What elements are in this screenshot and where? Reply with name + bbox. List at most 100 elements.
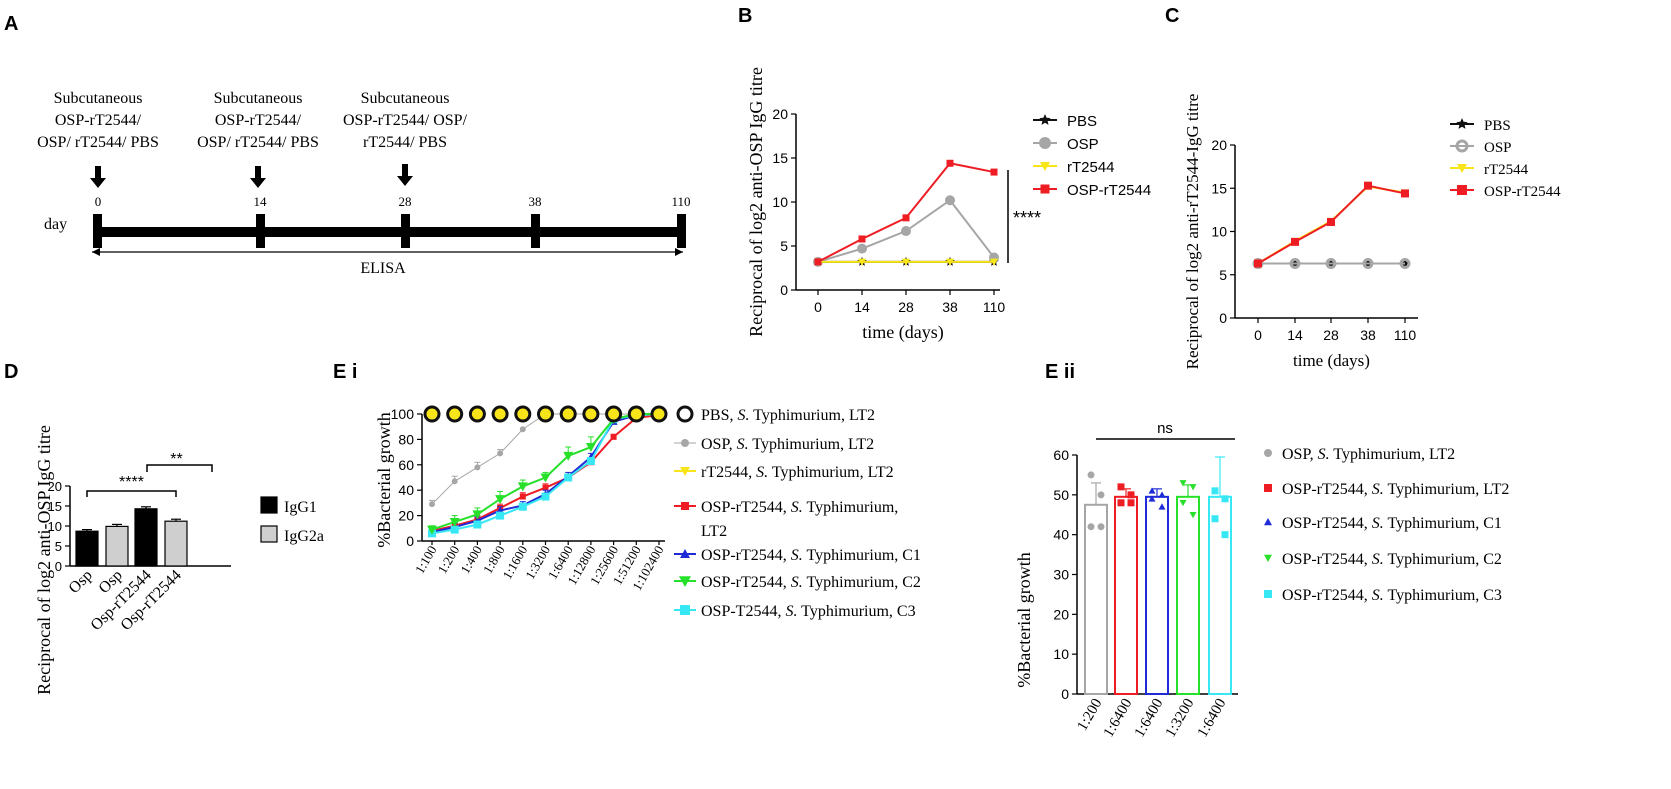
legend-label: OSP-rT2544, S. Typhimurium, C2 <box>1282 551 1502 568</box>
panelC-x-tick-label: 14 <box>1287 327 1303 343</box>
injection-2-line-2: OSP-rT2544/ OSP/ <box>343 112 468 129</box>
d-legend-label: IgG2a <box>284 528 324 545</box>
day-tick-label: 28 <box>399 194 412 209</box>
ei-data-point <box>448 408 461 420</box>
eii-x-tick-label: 1:6400 <box>1132 696 1167 740</box>
d-bar <box>105 525 129 567</box>
panelB-legend-marker <box>1040 162 1050 171</box>
legend-label-suffix: Typhimurium, C3 <box>1384 587 1502 604</box>
eii-bar <box>1084 503 1108 695</box>
eii-legend-marker <box>1264 449 1272 457</box>
panel-ei-chart: 0204060801001:1001:2001:4001:8001:16001:… <box>374 405 921 620</box>
legend-label: OSP-rT2544, S. Typhimurium, LT2 <box>1282 481 1509 498</box>
eii-data-point <box>1097 523 1105 531</box>
panelC-legend-marker <box>1457 164 1467 173</box>
legend-label-species: S. <box>791 547 803 564</box>
d-significance-label: **** <box>119 474 144 491</box>
panelB-legend-marker <box>1040 184 1050 194</box>
ei-data-point <box>542 484 549 491</box>
panel-b-chart: 0 5 10 15 20 0 14 28 38 110 time (days) Reciprocal … <box>746 67 1151 343</box>
ei-data-point <box>586 456 595 465</box>
legend-label-suffix: Typhimurium, LT2 <box>1330 446 1456 463</box>
ei-data-point <box>473 520 482 529</box>
panelB-x-label: time (days) <box>862 322 943 343</box>
legend-label: OSP-rT2544, S. Typhimurium, C3 <box>1282 587 1502 604</box>
panelB-legend-label: OSP-rT2544 <box>1067 182 1151 199</box>
panelC-data-point <box>1327 217 1335 226</box>
eii-x-tick-label: 1:200 <box>1075 696 1106 734</box>
ei-legend-marker <box>681 502 689 510</box>
panelB-data-point <box>901 226 911 237</box>
eii-data-point <box>1221 531 1229 539</box>
eii-data-point <box>1127 499 1135 507</box>
legend-label-prefix: OSP, <box>701 436 737 453</box>
left-arrowhead-icon <box>92 248 100 256</box>
day-label: day <box>44 216 67 233</box>
panelB-y-tick-label: 0 <box>780 282 788 298</box>
ei-data-point <box>605 405 623 423</box>
ei-legend-marker <box>676 405 694 423</box>
panelC-legend-label: rT2544 <box>1484 162 1529 178</box>
legend-label-prefix: OSP-rT2544, <box>701 499 791 516</box>
eii-y-tick-label: 20 <box>1053 606 1069 622</box>
eii-y-tick-label: 40 <box>1053 527 1069 543</box>
ei-data-point <box>423 405 441 423</box>
ei-y-tick-label: 100 <box>391 406 415 422</box>
panelC-y-tick-label: 15 <box>1211 180 1227 196</box>
day-tick-label: 38 <box>529 194 542 209</box>
ei-data-point <box>518 502 527 511</box>
legend-label-suffix: Typhimurium, C1 <box>803 547 921 564</box>
eii-legend-marker <box>1264 518 1272 526</box>
ei-y-tick-label: 80 <box>398 431 414 447</box>
legend-label-prefix: OSP-T2544, <box>701 603 785 620</box>
d-bar <box>134 508 158 567</box>
d-significance-bracket <box>86 490 177 497</box>
ei-data-point <box>429 501 435 508</box>
legend-label-suffix: Typhimurium, LT2 <box>749 436 875 453</box>
panel-label-d: D <box>4 361 18 383</box>
ei-legend-marker <box>680 549 690 558</box>
legend-label-species: S. <box>1372 551 1384 568</box>
legend-label-prefix: rT2544, <box>701 464 756 481</box>
injection-1-line-3: OSP/ rT2544/ PBS <box>197 134 319 151</box>
legend-label-suffix: Typhimurium, C1 <box>1384 515 1502 532</box>
eii-data-point <box>1189 484 1197 491</box>
injection-1-line-2: OSP-rT2544/ <box>215 112 302 129</box>
legend-label-prefix: OSP-rT2544, <box>1282 551 1372 568</box>
panelC-y-label: Reciprocal of log2 anti-rT2544-IgG titre <box>1183 94 1202 370</box>
eii-x-tick-label: 1:3200 <box>1163 696 1198 740</box>
panelB-y-tick-label: 15 <box>772 150 788 166</box>
eii-bar <box>1145 495 1169 696</box>
d-x-tick-label: Osp <box>66 567 96 597</box>
legend-label: OSP-rT2544, S. Typhimurium, C1 <box>1282 515 1502 532</box>
eii-data-point <box>1097 491 1105 499</box>
ei-data-point <box>582 405 600 423</box>
legend-label-species: S. <box>737 436 749 453</box>
day-tick-label: 0 <box>95 194 102 209</box>
eii-data-point <box>1189 511 1197 519</box>
ei-y-tick-label: 0 <box>406 533 414 549</box>
ei-data-point <box>451 478 458 485</box>
panelB-x-tick-label: 28 <box>898 299 914 315</box>
ei-legend-marker <box>681 439 689 447</box>
timeline-tick-38 <box>531 214 540 248</box>
panelB-data-point <box>858 235 866 243</box>
panelB-data-point <box>857 243 867 254</box>
ei-data-point <box>474 464 481 471</box>
ei-data-point <box>559 405 577 423</box>
ei-data-point <box>491 405 509 423</box>
eii-data-point <box>1211 515 1219 523</box>
eii-bar <box>1208 495 1232 696</box>
ei-data-point <box>610 433 617 440</box>
panelB-legend-label: PBS <box>1067 113 1097 130</box>
ei-data-point <box>514 405 532 423</box>
ei-data-point <box>564 473 573 482</box>
ei-data-point <box>494 408 507 420</box>
panelC-y-tick-label: 5 <box>1219 267 1227 283</box>
legend-label-species: S. <box>1372 515 1384 532</box>
d-y-tick-label: 15 <box>48 499 62 514</box>
d-legend-swatch <box>260 525 278 543</box>
significance-label: **** <box>1013 208 1041 228</box>
